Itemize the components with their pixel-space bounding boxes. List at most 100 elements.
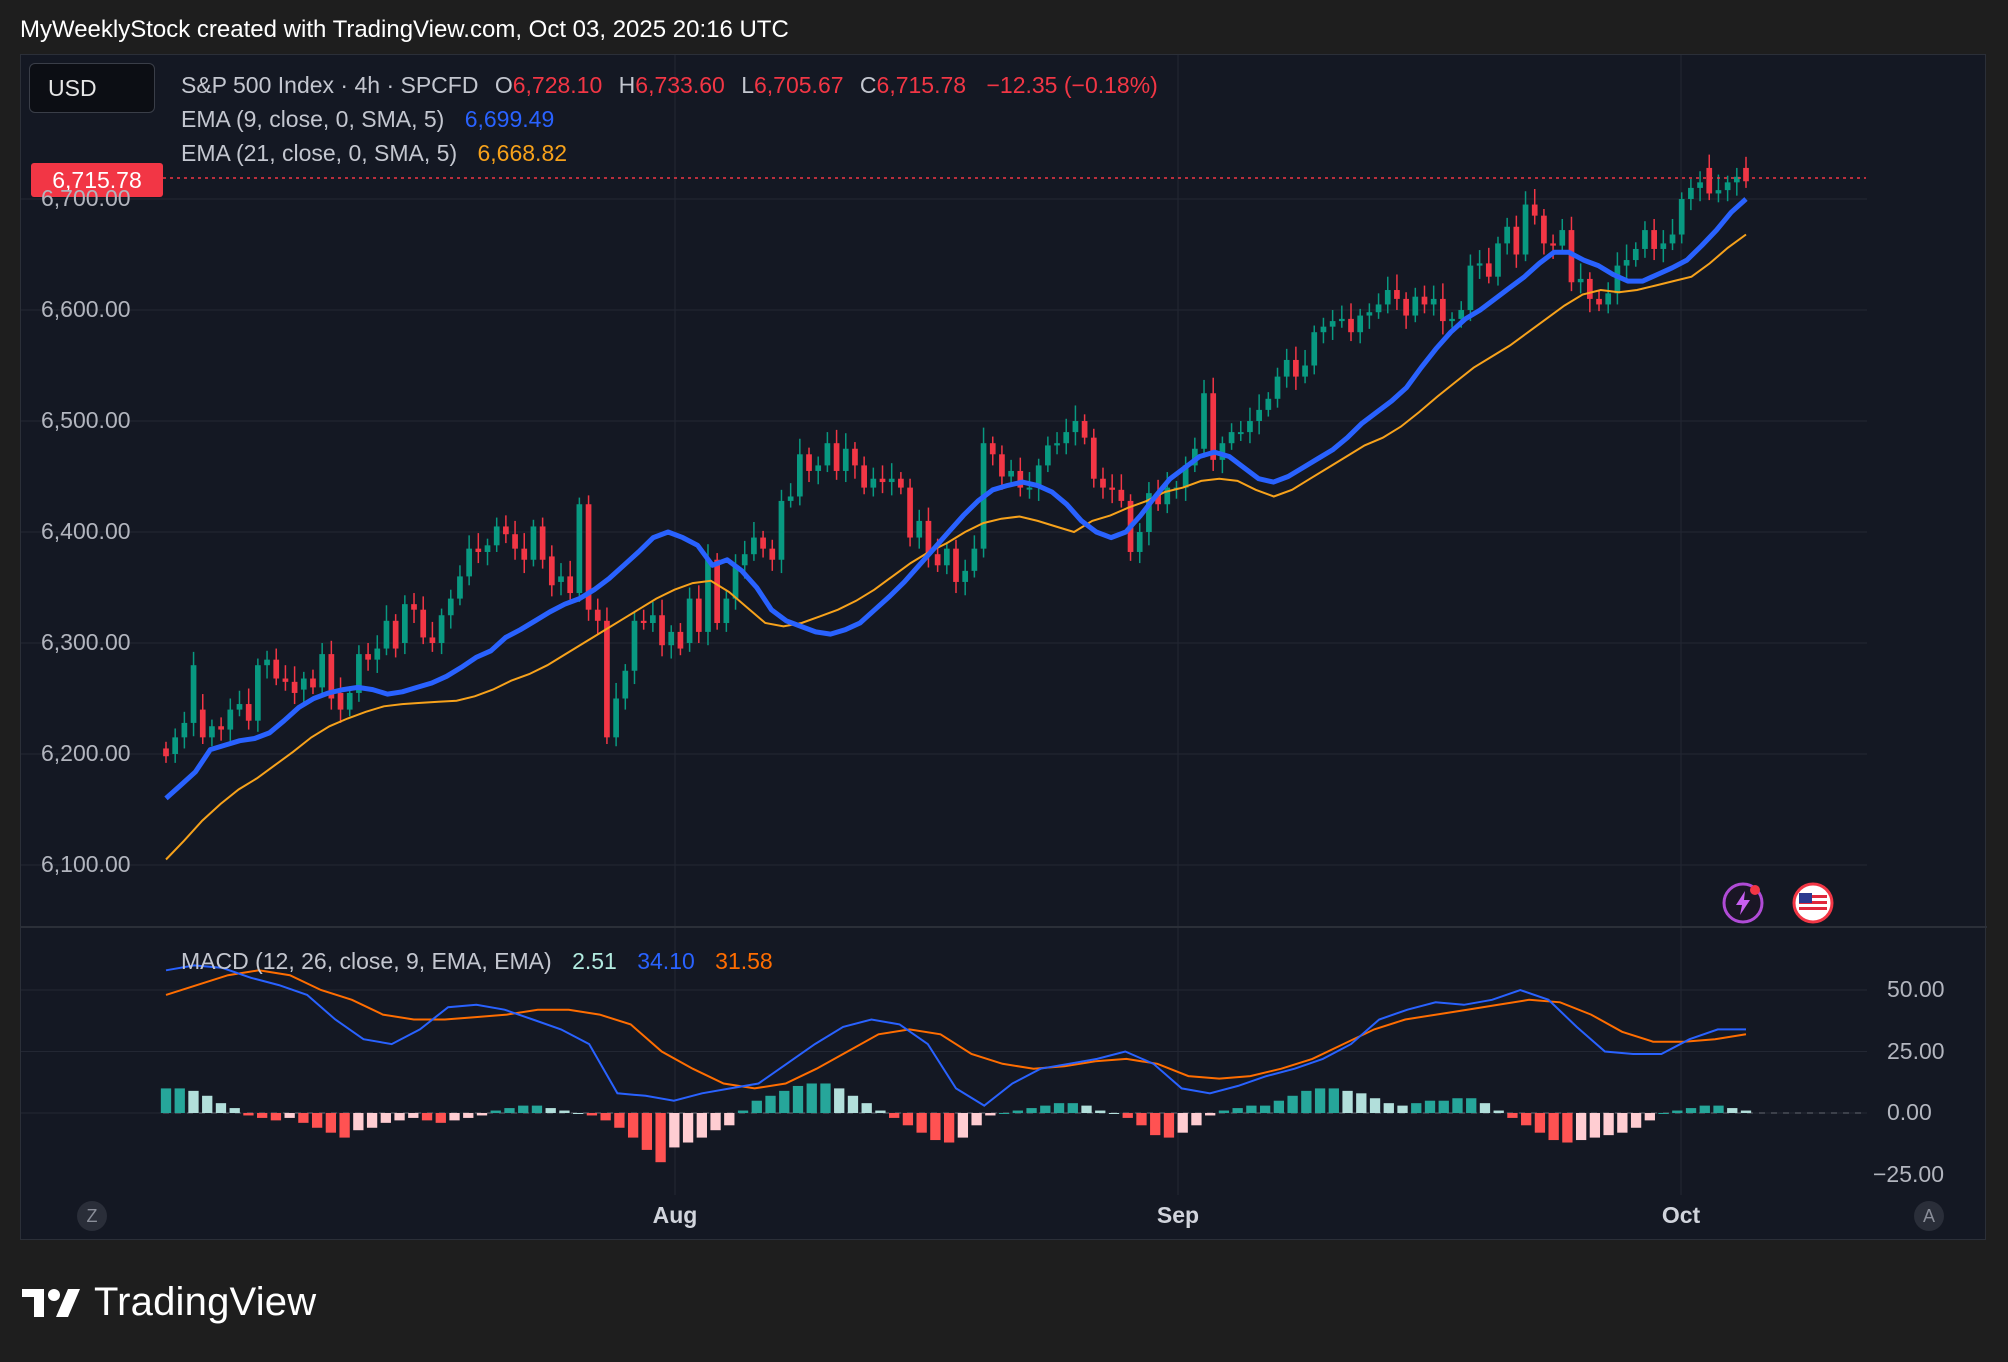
candle-body: [723, 598, 730, 624]
candle-body: [1651, 230, 1657, 249]
macd-histogram-bar: [1672, 1110, 1683, 1113]
candle-body: [613, 698, 619, 738]
macd-histogram-bar: [1575, 1113, 1587, 1141]
macd-signal-line: [165, 969, 1747, 1090]
candle-body: [824, 443, 831, 466]
candle-body: [1458, 310, 1465, 319]
candle-body: [1632, 248, 1639, 261]
candle-body: [1375, 304, 1382, 313]
macd-histogram-bar: [1108, 1113, 1120, 1114]
us-flag-icon[interactable]: [1791, 881, 1835, 925]
candle-body: [953, 548, 959, 582]
candle-body: [1559, 230, 1566, 246]
auto-scale-button[interactable]: A: [1914, 1201, 1944, 1231]
candle-body: [1660, 243, 1667, 249]
candle-body: [1293, 359, 1299, 377]
macd-histogram-bar: [682, 1113, 694, 1143]
macd-histogram-bar: [627, 1113, 639, 1138]
candle-body: [539, 526, 546, 560]
macd-histogram-bar: [270, 1113, 282, 1121]
candle-body: [594, 609, 601, 621]
brand-name: TradingView: [94, 1279, 317, 1324]
macd-pane: [160, 964, 1752, 1163]
macd-histogram-bar: [1466, 1098, 1477, 1113]
ema21-value: 6,668.82: [477, 140, 568, 166]
macd-histogram-bar: [174, 1088, 185, 1113]
candle-body: [705, 559, 711, 632]
macd-histogram-bar: [1314, 1088, 1326, 1113]
candle-body: [1430, 298, 1437, 305]
macd-tick-label: 25.00: [1887, 1037, 1945, 1064]
macd-histogram-bar: [1163, 1113, 1175, 1138]
candle-body: [943, 548, 950, 566]
macd-histogram-bar: [641, 1113, 653, 1150]
macd-histogram-bar: [902, 1113, 914, 1126]
ema9-legend[interactable]: EMA (9, close, 0, SMA, 5) 6,699.49: [181, 106, 558, 133]
candle-body: [1164, 487, 1171, 505]
macd-histogram-bar: [1438, 1100, 1449, 1113]
candle-body: [328, 654, 335, 699]
candle-body: [1642, 230, 1648, 249]
candle-body: [484, 545, 491, 552]
macd-histogram-bar: [490, 1110, 501, 1113]
macd-histogram-bar: [545, 1108, 556, 1113]
macd-histogram-bar: [573, 1113, 584, 1114]
candle-body: [1449, 318, 1455, 322]
ema21-legend[interactable]: EMA (21, close, 0, SMA, 5) 6,668.82: [181, 140, 571, 167]
chart-canvas[interactable]: [21, 55, 1987, 1241]
candle-body: [1504, 226, 1511, 244]
macd-histogram-bar: [1012, 1110, 1023, 1113]
candle-body: [1100, 478, 1106, 488]
macd-histogram-bar: [243, 1113, 254, 1116]
candle-body: [567, 576, 574, 594]
candle-body: [695, 598, 702, 632]
main-legend[interactable]: S&P 500 Index · 4h · SPCFD O6,728.10 H6,…: [181, 72, 1162, 99]
macd-histogram-bar: [1342, 1090, 1353, 1113]
macd-histogram-bar: [504, 1108, 515, 1113]
macd-histogram-bar: [943, 1113, 955, 1143]
candle-body: [934, 554, 941, 566]
currency-button[interactable]: USD: [29, 63, 155, 113]
candle-body: [1623, 260, 1630, 266]
tradingview-logo[interactable]: TradingView: [22, 1279, 317, 1324]
macd-histogram-bar: [366, 1113, 378, 1128]
candle-body: [1329, 321, 1336, 327]
macd-histogram-bar: [1521, 1113, 1532, 1126]
macd-legend[interactable]: MACD (12, 26, close, 9, EMA, EMA) 2.51 3…: [181, 948, 777, 975]
macd-histogram-bar: [1136, 1113, 1147, 1126]
macd-histogram-bar: [820, 1083, 831, 1113]
candle-body: [1109, 487, 1116, 490]
candle-body: [227, 709, 234, 730]
candle-body: [310, 678, 316, 688]
price-tick-label: 6,500.00: [41, 407, 131, 433]
macd-histogram-bar: [889, 1113, 900, 1118]
macd-tick-label: −25.00: [1873, 1160, 1944, 1187]
macd-histogram-bar: [1589, 1113, 1601, 1138]
flash-alert-icon[interactable]: [1721, 881, 1765, 925]
zoom-reset-button[interactable]: Z: [77, 1201, 107, 1231]
macd-histogram-bar: [1273, 1100, 1285, 1113]
candle-body: [1577, 278, 1584, 283]
price-tick-label: 6,200.00: [41, 740, 131, 766]
chart-caption: MyWeeklyStock created with TradingView.c…: [20, 16, 789, 43]
macd-histogram-bar: [1218, 1110, 1230, 1113]
macd-tick-label: 50.00: [1887, 976, 1945, 1002]
legend-change: −12.35 (−0.18%): [986, 72, 1158, 98]
macd-histogram-bar: [1150, 1113, 1161, 1136]
macd-histogram-bar: [998, 1113, 1010, 1114]
macd-histogram-bar: [1548, 1113, 1559, 1141]
ema9-line: [164, 197, 1748, 801]
legend-high-value: 6,733.60: [635, 72, 725, 98]
candle-body: [420, 609, 427, 638]
chart-panel[interactable]: USD S&P 500 Index · 4h · SPCFD O6,728.10…: [20, 54, 1987, 1241]
macd-histogram-bar: [353, 1113, 364, 1131]
macd-histogram-bar: [985, 1113, 996, 1116]
time-tick-label: Aug: [652, 1202, 698, 1228]
macd-histogram-bar: [1493, 1110, 1504, 1113]
candle-body: [751, 537, 757, 555]
candle-body: [1063, 432, 1070, 444]
candle-body: [466, 548, 472, 577]
candle-body: [1421, 296, 1428, 305]
grid-lines: [21, 55, 1867, 1195]
candle-body: [337, 692, 344, 710]
